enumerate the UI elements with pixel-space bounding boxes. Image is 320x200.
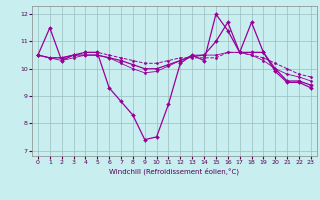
- X-axis label: Windchill (Refroidissement éolien,°C): Windchill (Refroidissement éolien,°C): [109, 168, 239, 175]
